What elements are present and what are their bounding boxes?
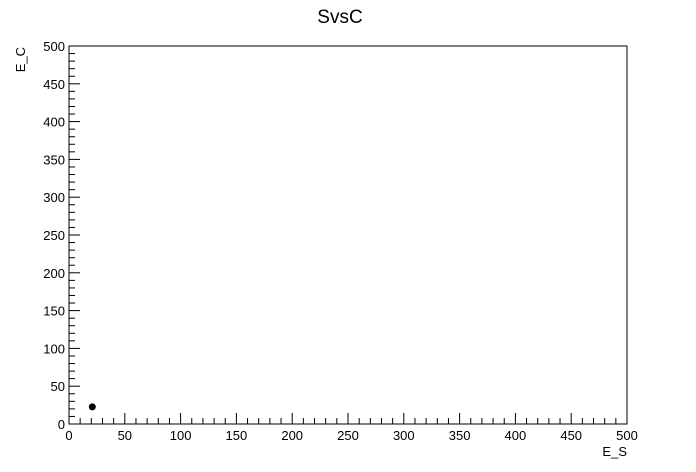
x-tick-label: 50 (118, 428, 132, 443)
x-tick-label: 150 (226, 428, 248, 443)
data-point (88, 403, 96, 411)
x-tick-label: 400 (505, 428, 527, 443)
x-tick-label: 100 (170, 428, 192, 443)
x-tick-label: 300 (393, 428, 415, 443)
y-tick-label: 0 (58, 417, 65, 432)
y-tick-label: 150 (43, 304, 65, 319)
x-tick-label: 0 (65, 428, 72, 443)
y-tick-label: 300 (43, 190, 65, 205)
y-axis: 0 50 100 150 200 250 300 350 400 450 500 (43, 39, 80, 432)
y-tick-label: 100 (43, 341, 65, 356)
x-axis-label: E_S (602, 444, 627, 459)
plot-area (68, 45, 628, 425)
x-tick-label: 200 (281, 428, 303, 443)
y-tick-label: 50 (51, 379, 65, 394)
x-tick-label: 350 (449, 428, 471, 443)
y-tick-label: 250 (43, 228, 65, 243)
y-tick-label: 500 (43, 39, 65, 54)
y-tick-label: 200 (43, 266, 65, 281)
x-tick-label: 450 (560, 428, 582, 443)
x-tick-label: 500 (616, 428, 638, 443)
y-tick-label: 450 (43, 77, 65, 92)
y-tick-label: 400 (43, 115, 65, 130)
y-axis-label: E_C (13, 47, 28, 72)
chart-title: SvsC (317, 7, 362, 28)
x-axis: 0 50 100 150 200 250 300 350 400 450 500 (65, 413, 638, 443)
x-tick-label: 250 (337, 428, 359, 443)
data-points (88, 403, 96, 411)
y-tick-label: 350 (43, 152, 65, 167)
